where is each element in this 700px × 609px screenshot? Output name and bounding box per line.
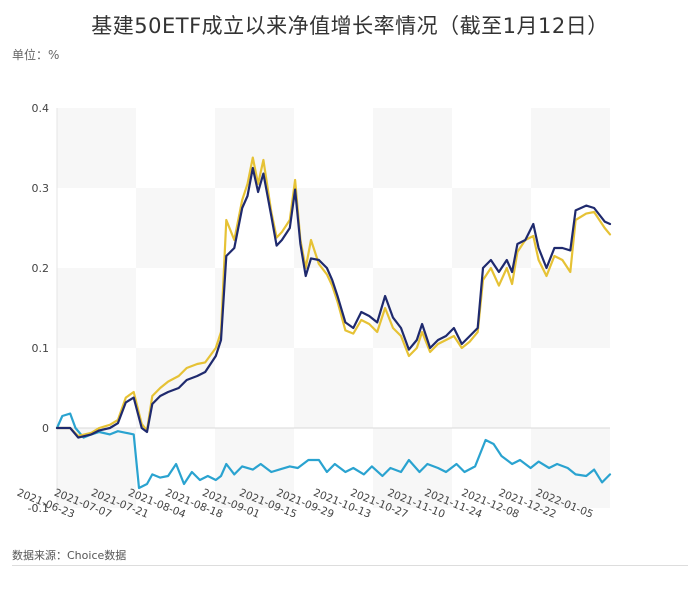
y-tick-label: 0.1 bbox=[32, 342, 50, 355]
line-chart: 0.40.30.20.10-0.1 2021-06-232021-07-0720… bbox=[15, 102, 612, 521]
y-tick-label: 0.4 bbox=[32, 102, 50, 115]
axes bbox=[56, 108, 610, 508]
y-tick-label: 0 bbox=[42, 422, 49, 435]
plot-background-cell bbox=[531, 108, 610, 188]
plot-background-cell bbox=[452, 188, 531, 268]
plot-background-cell bbox=[452, 348, 531, 428]
data-source: 数据来源：Choice数据 bbox=[12, 549, 127, 562]
plot-background-cell bbox=[136, 348, 215, 428]
chart-title: 基建50ETF成立以来净值增长率情况（截至1月12日） bbox=[91, 14, 609, 38]
series-line-index bbox=[55, 156, 612, 438]
series-line-excess bbox=[55, 412, 612, 490]
plot-background-cell bbox=[57, 108, 136, 188]
plot-background-cell bbox=[57, 268, 136, 348]
plot-background bbox=[57, 108, 610, 508]
y-tick-label: 0.2 bbox=[32, 262, 50, 275]
plot-background-cell bbox=[215, 268, 294, 348]
unit-label: 单位：% bbox=[12, 48, 60, 62]
plot-background-cell bbox=[136, 188, 215, 268]
plot-background-cell bbox=[373, 108, 452, 188]
plot-background-cell bbox=[531, 428, 610, 508]
plot-background-cell bbox=[531, 268, 610, 348]
y-ticks: 0.4 0.3 0.2 0.1 0 -0.1 bbox=[28, 102, 49, 515]
plot-background-cell bbox=[294, 188, 373, 268]
bottom-divider bbox=[12, 565, 688, 566]
y-tick-label: -0.1 bbox=[28, 502, 49, 515]
plot-background-cell bbox=[294, 348, 373, 428]
series-lines bbox=[55, 156, 612, 490]
series-line-fund bbox=[55, 166, 612, 439]
y-tick-label: 0.3 bbox=[32, 182, 50, 195]
plot-background-cell bbox=[57, 428, 136, 508]
